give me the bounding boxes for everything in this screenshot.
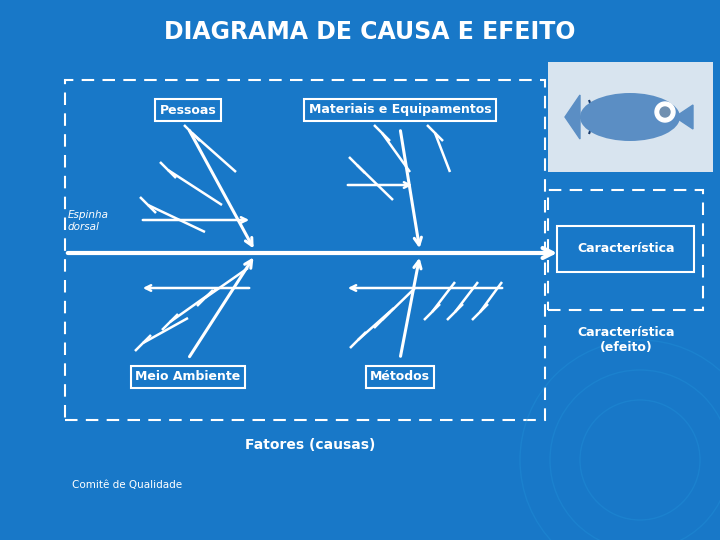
Text: Meio Ambiente: Meio Ambiente (135, 370, 240, 383)
Text: Espinha
dorsal: Espinha dorsal (68, 211, 109, 232)
FancyBboxPatch shape (548, 62, 713, 172)
Text: Fatores (causas): Fatores (causas) (245, 438, 375, 452)
Text: Métodos: Métodos (370, 370, 430, 383)
Text: Materiais e Equipamentos: Materiais e Equipamentos (309, 104, 491, 117)
Text: DIAGRAMA DE CAUSA E EFEITO: DIAGRAMA DE CAUSA E EFEITO (164, 20, 576, 44)
Text: Comitê de Qualidade: Comitê de Qualidade (72, 480, 182, 490)
Text: Pessoas: Pessoas (160, 104, 217, 117)
Polygon shape (565, 95, 580, 139)
Ellipse shape (580, 93, 680, 141)
Text: Característica
(efeito): Característica (efeito) (577, 326, 675, 354)
Circle shape (660, 107, 670, 117)
Polygon shape (675, 105, 693, 129)
Text: Característica: Característica (577, 242, 675, 255)
Circle shape (655, 102, 675, 122)
